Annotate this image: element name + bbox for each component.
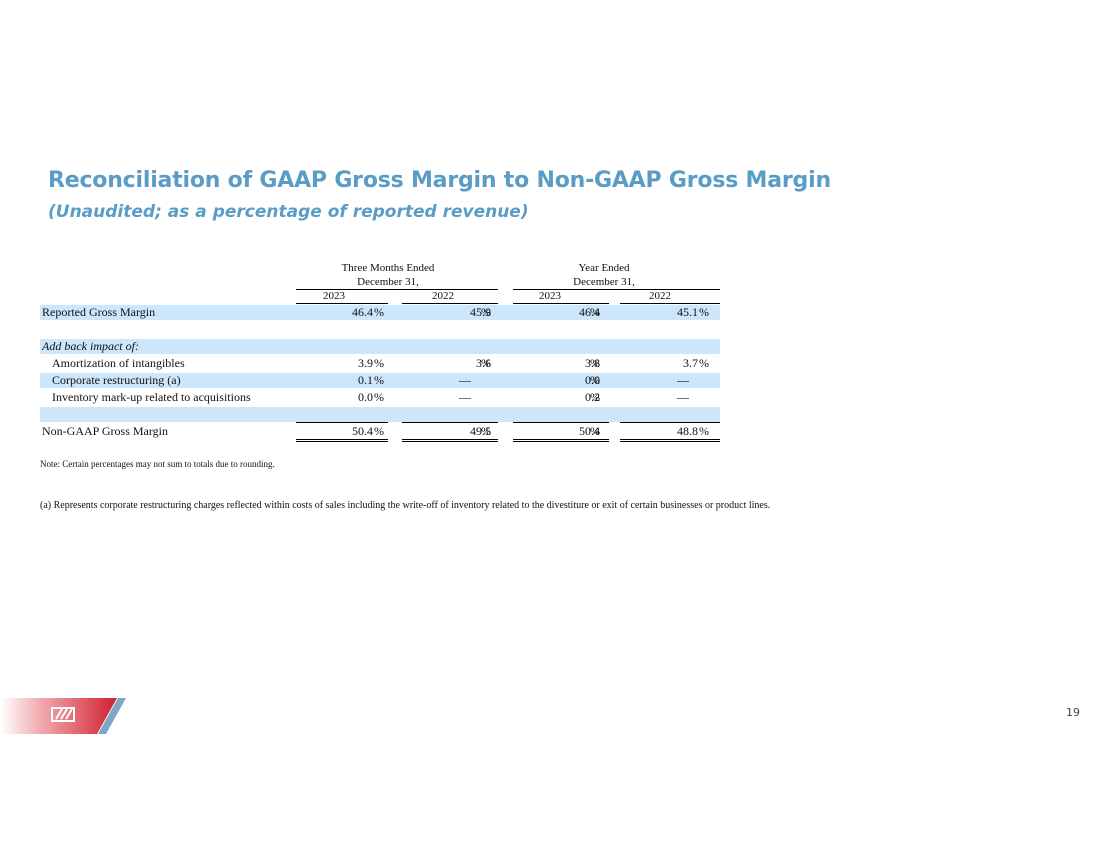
row-label: Add back impact of:: [42, 339, 139, 353]
pct-sign: %: [374, 356, 384, 370]
table-row-inventory: Inventory mark-up related to acquisition…: [40, 390, 720, 405]
year-header: 2023: [539, 290, 561, 302]
table-row-add-back: Add back impact of:: [40, 339, 720, 354]
row-label: Corporate restructuring (a): [52, 373, 181, 387]
pct-sign: %: [374, 424, 384, 438]
total-double-rule: [620, 439, 720, 442]
header-year-ended: Year Ended December 31,: [573, 262, 635, 288]
value-cell: 45.9: [470, 305, 491, 319]
table-row-reported: Reported Gross Margin 46.4% 45.9% 46.4% …: [40, 305, 720, 320]
value-cell: 48.8: [677, 424, 698, 438]
value-cell: —: [677, 373, 689, 387]
year-header: 2022: [432, 290, 454, 302]
value-cell: 50.4: [579, 424, 600, 438]
value-cell: 0.2: [585, 390, 600, 404]
table-row-amortization: Amortization of intangibles 3.9% 3.6% 3.…: [40, 356, 720, 371]
year-rule: [296, 303, 388, 304]
header-three-months: Three Months Ended December 31,: [341, 262, 435, 288]
value-cell: 3.7: [683, 356, 698, 370]
value-cell: 3.6: [476, 356, 491, 370]
year-rule: [620, 303, 720, 304]
year-header: 2023: [323, 290, 345, 302]
company-logo-icon: [0, 698, 126, 734]
pct-sign: %: [481, 305, 491, 319]
pct-sign: %: [374, 390, 384, 404]
footnote-a: (a) Represents corporate restructuring c…: [40, 500, 771, 511]
rounding-note: Note: Certain percentages may not sum to…: [40, 459, 275, 469]
pct-sign: %: [481, 424, 491, 438]
table-row-restructuring: Corporate restructuring (a) 0.1% — 0.0% …: [40, 373, 720, 388]
value-cell: 3.9: [358, 356, 373, 370]
subtotal-rule: [513, 422, 609, 423]
value-cell: 0.0: [585, 373, 600, 387]
value-cell: —: [459, 390, 471, 404]
value-cell: 0.0: [358, 390, 373, 404]
row-label: Amortization of intangibles: [52, 356, 185, 370]
page-subtitle: (Unaudited; as a percentage of reported …: [48, 202, 529, 222]
total-double-rule: [296, 439, 388, 442]
year-header: 2022: [649, 290, 671, 302]
pct-sign: %: [590, 424, 600, 438]
pct-sign: %: [590, 390, 600, 404]
pct-sign: %: [481, 356, 491, 370]
pct-sign: %: [590, 356, 600, 370]
pct-sign: %: [699, 424, 709, 438]
total-double-rule: [513, 439, 609, 442]
page-title: Reconciliation of GAAP Gross Margin to N…: [48, 168, 831, 193]
value-cell: 3.8: [585, 356, 600, 370]
pct-sign: %: [699, 305, 709, 319]
value-cell: —: [459, 373, 471, 387]
pct-sign: %: [374, 305, 384, 319]
table-row-non-gaap: Non-GAAP Gross Margin 50.4% 49.5% 50.4% …: [40, 424, 720, 439]
value-cell: 50.4: [352, 424, 373, 438]
page-number: 19: [1066, 706, 1080, 719]
pct-sign: %: [374, 373, 384, 387]
row-label: Non-GAAP Gross Margin: [42, 424, 168, 438]
total-double-rule: [402, 439, 498, 442]
value-cell: 45.1: [677, 305, 698, 319]
row-label: Reported Gross Margin: [42, 305, 156, 319]
subtotal-rule: [296, 422, 388, 423]
header-year-ended-rule: [513, 289, 720, 290]
subtotal-rule: [402, 422, 498, 423]
pct-sign: %: [699, 356, 709, 370]
year-rule: [402, 303, 498, 304]
year-rule: [513, 303, 609, 304]
value-cell: —: [677, 390, 689, 404]
pct-sign: %: [590, 373, 600, 387]
pct-sign: %: [590, 305, 600, 319]
value-cell: 49.5: [470, 424, 491, 438]
header-three-months-rule: [296, 289, 498, 290]
row-label: Inventory mark-up related to acquisition…: [52, 390, 251, 404]
subtotal-rule: [620, 422, 720, 423]
table-row-spacer: [40, 407, 720, 422]
value-cell: 0.1: [358, 373, 373, 387]
value-cell: 46.4: [352, 305, 373, 319]
value-cell: 46.4: [579, 305, 600, 319]
